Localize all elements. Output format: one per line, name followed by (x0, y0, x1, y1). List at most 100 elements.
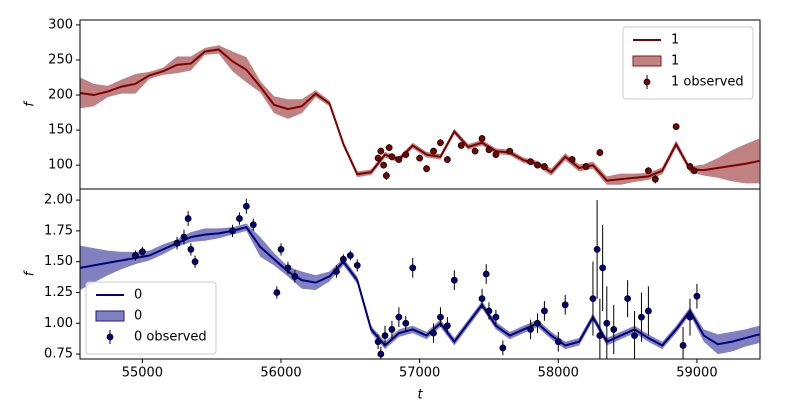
y-tick-label: 300 (48, 17, 73, 32)
x-tick-label: 56000 (260, 366, 301, 381)
observed-point (638, 313, 645, 321)
observed-point (242, 202, 250, 210)
observed-point (443, 156, 451, 163)
observed-point (631, 332, 638, 339)
observed-point (610, 326, 618, 333)
y-tick-label: 1.00 (44, 316, 73, 331)
observed-point (457, 142, 465, 149)
observed-point (492, 151, 500, 159)
legend-point (106, 333, 114, 341)
y-tick-label: 1.50 (44, 254, 73, 269)
observed-point (541, 163, 548, 170)
confidence-band (80, 45, 760, 185)
observed-point (589, 295, 597, 303)
observed-point (191, 258, 199, 266)
x-tick-label: 57000 (399, 366, 440, 381)
legend-patch (632, 55, 662, 67)
y-tick-label: 1.25 (44, 285, 73, 300)
legend-label: 1 observed (671, 75, 744, 90)
observed-point (686, 313, 694, 321)
observed-point (184, 215, 192, 222)
observed-point (686, 163, 694, 170)
y-tick-label: 2.00 (44, 193, 73, 208)
observed-point (561, 301, 569, 309)
observed-point (374, 338, 382, 346)
observed-point (132, 252, 139, 259)
observed-point (471, 147, 479, 155)
observed-point (353, 261, 361, 269)
observed-point (385, 144, 393, 152)
observed-point (277, 245, 285, 253)
observed-point (596, 149, 604, 156)
x-tick-label: 59000 (676, 366, 717, 381)
observed-point (693, 292, 701, 300)
observed-point (423, 165, 430, 173)
legend-label: 1 (671, 33, 679, 48)
observed-point (187, 245, 195, 253)
observed-point (346, 252, 354, 259)
legend-label: 0 observed (134, 330, 207, 345)
observed-point (173, 239, 181, 247)
observed-point (599, 264, 607, 272)
observed-point (430, 329, 437, 337)
observed-point (382, 172, 390, 180)
y-tick-label: 250 (48, 52, 73, 67)
observed-point (690, 167, 698, 175)
observed-point (485, 146, 493, 154)
y-axis-label: f (23, 269, 38, 276)
observed-point (554, 338, 562, 346)
legend-label: 1 (671, 54, 679, 69)
y-tick-label: 0.75 (44, 347, 73, 362)
observed-point (229, 227, 236, 235)
observed-point (478, 135, 486, 142)
legend-point (643, 78, 651, 86)
observed-point (409, 264, 417, 272)
mean-line (80, 226, 760, 347)
observed-point (499, 344, 507, 352)
observed-point (534, 161, 541, 169)
observed-point (541, 307, 548, 315)
x-tick-label: 55000 (122, 366, 163, 381)
observed-point (651, 175, 659, 183)
observed-point (568, 156, 576, 163)
observed-point (492, 313, 500, 321)
observed-point (485, 307, 493, 315)
x-axis-label: t (417, 388, 423, 400)
legend-patch (95, 310, 125, 322)
plot-area (80, 45, 760, 185)
plot-area (80, 198, 760, 359)
observed-point (291, 273, 299, 280)
observed-point (333, 268, 340, 275)
observed-point (603, 319, 611, 327)
observed-point (284, 264, 292, 272)
observed-point (416, 154, 424, 162)
observed-point (377, 147, 385, 155)
observed-point (388, 153, 396, 161)
observed-point (437, 313, 444, 321)
legend-box (85, 281, 217, 355)
observed-point (402, 319, 410, 327)
observed-point (437, 139, 444, 147)
observed-point (534, 319, 541, 327)
observed-point (478, 295, 486, 303)
observed-point (582, 163, 590, 170)
observed-point (236, 215, 243, 222)
observed-point (249, 221, 257, 229)
y-tick-label: 200 (48, 88, 73, 103)
observed-point (377, 350, 385, 358)
observed-point (273, 289, 281, 296)
observed-point (340, 255, 347, 263)
observed-point (395, 156, 403, 163)
y-tick-label: 100 (48, 158, 73, 173)
observed-point (180, 233, 188, 241)
observed-point (593, 245, 601, 253)
y-axis-label: f (23, 100, 38, 107)
observed-point (596, 332, 604, 339)
observed-point (679, 342, 687, 349)
observed-point (443, 322, 451, 330)
observed-point (506, 147, 514, 155)
observed-point (624, 295, 632, 303)
observed-point (138, 248, 146, 256)
observed-point (527, 326, 534, 333)
